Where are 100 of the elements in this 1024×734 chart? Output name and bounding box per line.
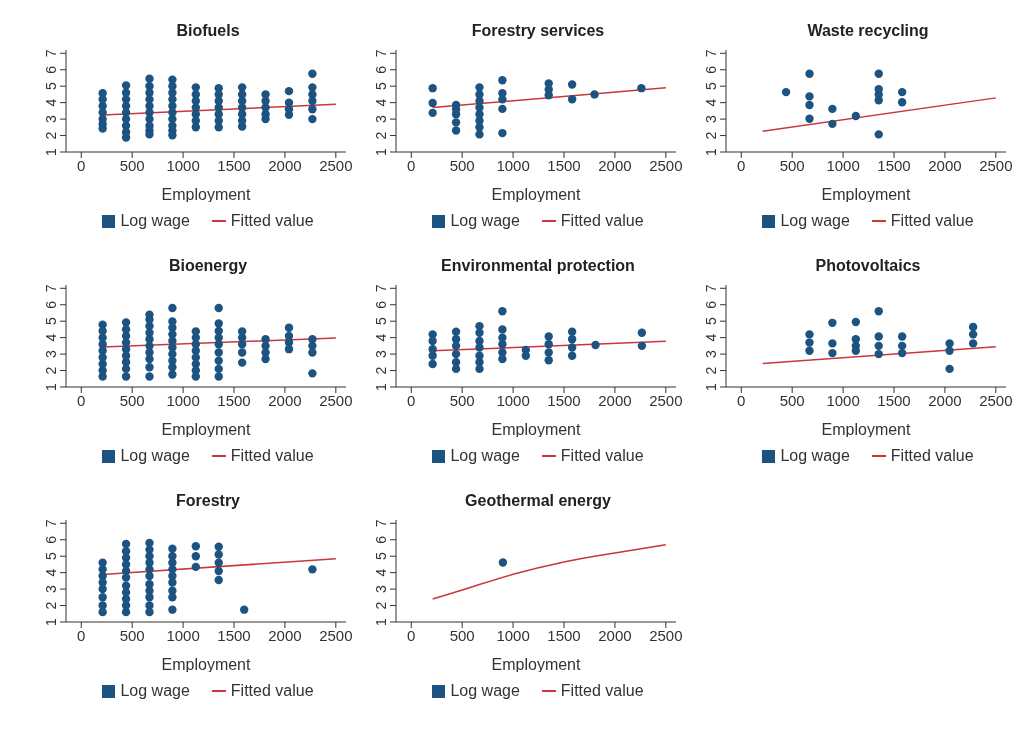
x-tick-label: 1500 [877,391,911,409]
y-tick-label: 4 [43,333,59,342]
y-tick-label: 5 [703,317,719,326]
x-tick-label: 2500 [649,156,683,174]
point [191,562,201,572]
point [874,307,883,316]
point [214,542,223,552]
y-tick-label: 4 [373,98,389,107]
point [475,130,484,139]
y-tick-label: 1 [703,382,719,391]
point [851,111,861,121]
point [567,327,577,336]
y-tick-label: 7 [703,284,719,293]
point [168,571,177,581]
point [214,558,223,567]
point [590,90,599,99]
legend-label: Log wage [779,447,850,465]
point [145,538,154,548]
x-tick-label: 0 [737,156,746,174]
point [544,91,553,100]
x-tick-label: 500 [779,156,805,174]
point [828,348,837,358]
x-tick-label: 1000 [166,391,200,409]
x-tick-label: 1000 [496,156,530,174]
y-tick-label: 2 [373,366,389,375]
y-tick-label: 2 [43,131,59,140]
y-tick-label: 1 [373,147,389,156]
point [498,76,507,85]
legend-label: Log wage [119,447,190,465]
y-tick-label: 7 [373,49,389,58]
point [308,565,317,574]
point [945,339,954,348]
point [567,94,577,104]
x-tick-label: 2500 [979,391,1013,409]
y-tick-label: 4 [703,98,719,107]
point [805,100,814,110]
point [897,332,907,341]
legend-label: Log wage [449,212,520,230]
y-tick-label: 7 [43,49,59,58]
x-tick-label: 1000 [166,156,200,174]
point [897,341,907,351]
point [451,118,461,127]
point [874,130,883,139]
y-tick-label: 1 [373,382,389,391]
point [475,328,484,337]
point [544,355,553,365]
point [968,330,978,339]
legend-label: Fitted value [559,212,644,230]
point [168,551,177,561]
legend-label: Log wage [119,212,190,230]
y-tick-label: 2 [373,601,389,610]
point [214,566,223,576]
chart-title: Waste recycling [806,22,930,41]
point [968,339,978,348]
point [451,126,461,135]
y-tick-label: 5 [373,552,389,561]
x-tick-label: 1000 [826,391,860,409]
y-tick-label: 7 [43,284,59,293]
point [214,575,223,585]
x-tick-label: 1000 [166,626,200,644]
x-tick-label: 1500 [547,391,581,409]
y-tick-label: 3 [43,115,59,123]
point [145,593,154,602]
x-tick-label: 500 [449,626,475,644]
point [897,348,907,358]
point [781,87,791,97]
x-tick-label: 0 [407,156,416,174]
x-tick-label: 1500 [217,156,251,174]
point [475,321,484,331]
y-tick-label: 7 [703,49,719,58]
point [168,605,177,614]
point [451,341,461,351]
point [637,328,647,337]
point [945,346,954,356]
point [805,338,814,347]
point [828,119,837,129]
x-tick-label: 2000 [598,391,632,409]
x-tick-label: 500 [449,391,475,409]
point [145,571,154,581]
point [498,104,507,114]
x-tick-label: 1000 [496,391,530,409]
point [168,593,177,602]
y-tick-label: 2 [373,131,389,140]
point [567,80,577,89]
point [498,95,507,104]
y-tick-label: 6 [703,300,719,309]
point [828,339,837,348]
x-tick-label: 2500 [319,391,353,409]
x-tick-label: 2000 [598,156,632,174]
point [98,593,107,602]
x-tick-label: 0 [77,626,86,644]
y-tick-label: 4 [373,568,389,577]
point [544,348,553,357]
x-tick-label: 500 [119,391,145,409]
point [874,96,883,105]
legend-label: Log wage [119,682,190,700]
x-tick-label: 2000 [928,156,962,174]
y-tick-label: 4 [703,333,719,342]
x-tick-label: 1500 [547,626,581,644]
x-tick-label: 500 [779,391,805,409]
